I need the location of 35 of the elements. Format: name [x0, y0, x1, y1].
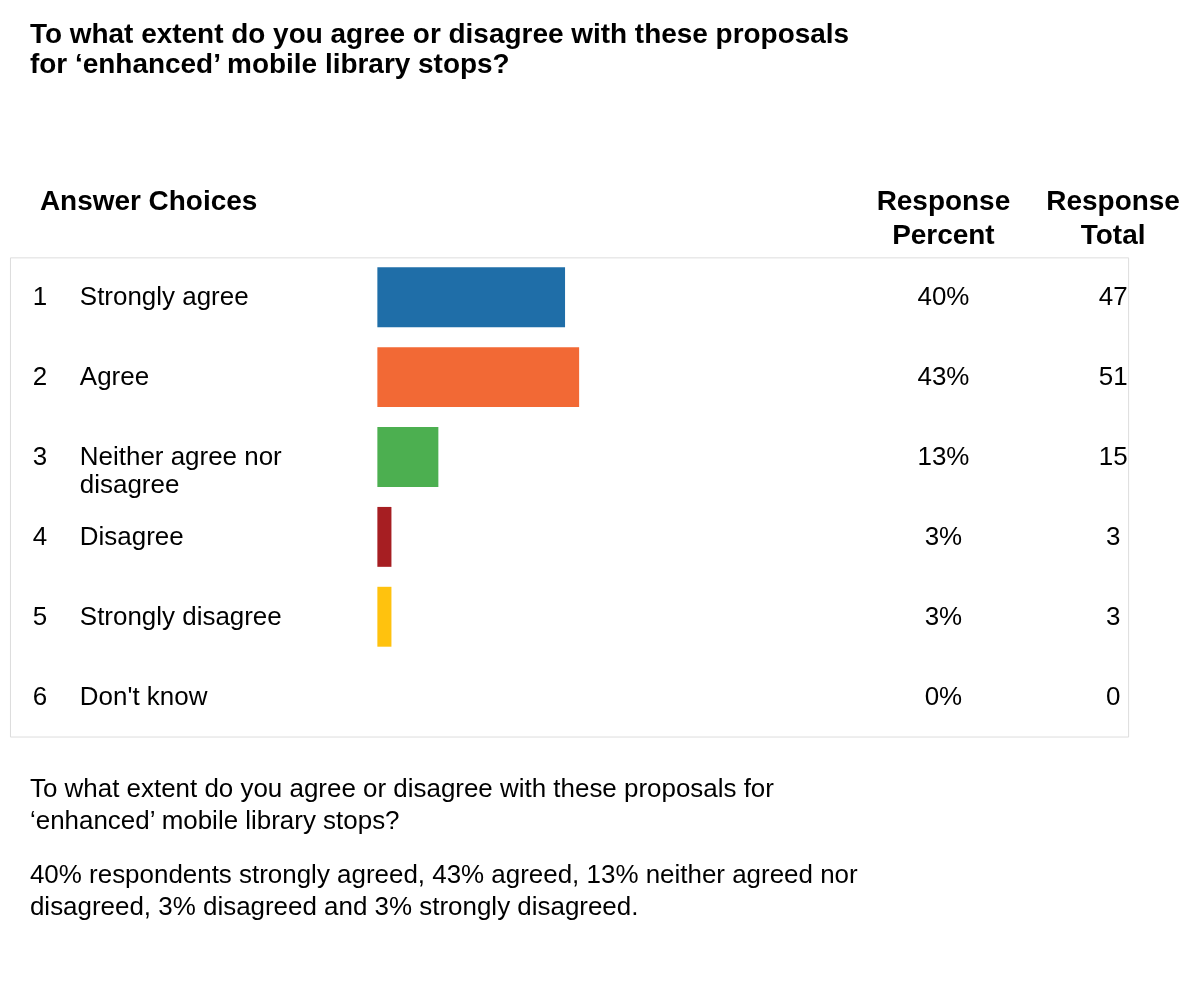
text: 0 — [1105, 681, 1121, 710]
data-label: 40% — [917, 282, 970, 311]
chart-title: To what extent do you agree or disagree with these proposals for ‘enhanced’ mobile library stops? — [29, 17, 850, 79]
text: 2 — [32, 362, 48, 391]
bar — [377, 347, 580, 408]
text: 15 — [1098, 442, 1128, 470]
y-tick-label: Don't know — [79, 681, 208, 710]
y-tick-label: Neither agree nor disagree — [79, 442, 283, 498]
y-tick-label: Strongly disagree — [79, 601, 282, 630]
y-tick-label: Disagree — [79, 521, 184, 550]
bar — [377, 506, 392, 567]
data-label: 3% — [924, 521, 963, 550]
text: 40% respondents strongly agreed, 43% agreed, 13% neither agreed nor disagreed, 3% disagreed and 3% strongly disagreed. — [29, 860, 858, 921]
text: 4 — [32, 521, 48, 550]
data-label: 3% — [924, 601, 963, 630]
text: 1 — [32, 282, 48, 311]
data-label: 43% — [917, 362, 970, 391]
text: Answer Choices — [39, 185, 258, 217]
text: 5 — [32, 601, 48, 630]
bar — [377, 427, 439, 487]
text: 3 — [1105, 521, 1121, 550]
y-tick-label: Strongly agree — [79, 282, 249, 311]
text: Response Total — [1046, 185, 1180, 251]
text: To what extent do you agree or disagree with these proposals for ‘enhanced’ mobile library stops? — [29, 774, 775, 835]
bar — [377, 586, 392, 647]
text: 6 — [32, 681, 48, 710]
text: Response Percent — [876, 185, 1011, 251]
bar — [377, 267, 566, 328]
text: 3 — [1105, 601, 1121, 630]
text: 3 — [32, 442, 48, 470]
data-label: 0% — [924, 681, 963, 710]
data-label: 13% — [917, 442, 970, 470]
text: 47 — [1098, 282, 1128, 311]
y-tick-label: Agree — [79, 362, 150, 391]
text: 51 — [1098, 362, 1128, 391]
